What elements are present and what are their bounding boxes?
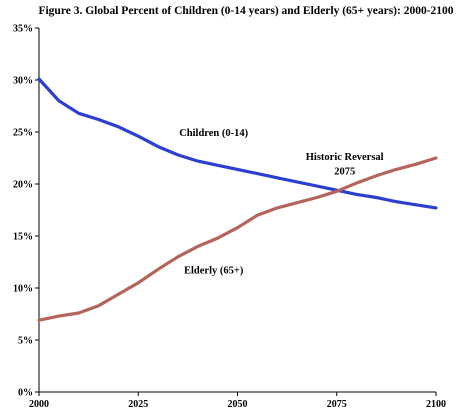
- axes: [38, 28, 436, 393]
- y-tick-label: 25%: [13, 128, 33, 139]
- x-tick-label: 2100: [426, 399, 446, 410]
- y-tick-label: 10%: [13, 284, 33, 295]
- x-tick-label: 2075: [327, 399, 347, 410]
- historic-reversal-year-label: 2075: [334, 167, 355, 178]
- historic-reversal-label: Historic Reversal: [306, 152, 384, 163]
- children-series-label: Children (0-14): [179, 128, 248, 139]
- children-series-line: [37, 77, 438, 210]
- elderly-series-label: Elderly (65+): [184, 265, 244, 276]
- y-tick-label: 35%: [13, 24, 33, 35]
- elderly-series-line: [37, 156, 438, 322]
- y-tick-label: 20%: [13, 180, 33, 191]
- series-lines: [37, 77, 438, 322]
- x-tick-label: 2000: [29, 399, 49, 410]
- y-tick-label: 15%: [13, 232, 33, 243]
- x-axis-ticks: 2000 2025 2050 2075 2100: [29, 392, 446, 410]
- y-tick-label: 30%: [13, 76, 33, 87]
- x-tick-label: 2025: [128, 399, 148, 410]
- y-tick-label: 0%: [18, 388, 33, 399]
- chart-title: Figure 3. Global Percent of Children (0-…: [38, 5, 453, 17]
- x-tick-label: 2050: [228, 399, 248, 410]
- y-axis-ticks: 0% 5% 10% 15% 20% 25% 30% 35%: [13, 24, 39, 399]
- y-tick-label: 5%: [18, 336, 33, 347]
